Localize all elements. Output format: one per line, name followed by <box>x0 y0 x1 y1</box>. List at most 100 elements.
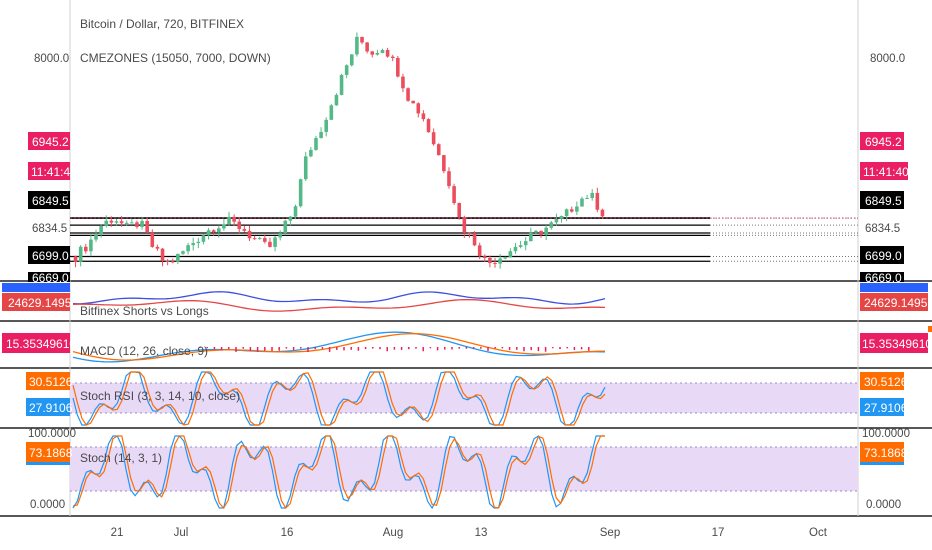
svg-text:73.1868: 73.1868 <box>29 446 73 460</box>
right-stoch-0: 0.0000 <box>866 499 901 511</box>
left-tag-6849: 6849.5 <box>28 191 70 209</box>
candle-body <box>488 257 492 264</box>
candle-body <box>534 230 538 233</box>
candle-body <box>119 221 124 224</box>
left-tag-6699: 6699.0 <box>28 246 70 264</box>
candle-body <box>334 94 339 106</box>
candle-body <box>564 209 569 217</box>
candle-body <box>426 119 431 133</box>
longs-line <box>72 291 606 305</box>
candle-body <box>181 251 185 254</box>
left-price-tag: 6945.2 <box>28 132 70 150</box>
candle-body <box>421 113 426 120</box>
time-axis: 21 Jul 16 Aug 13 Sep 17 Oct <box>111 527 828 539</box>
candle-body <box>99 225 103 235</box>
svg-text:6699.0: 6699.0 <box>865 249 902 263</box>
candle-body <box>216 228 221 233</box>
right-tag-6849: 6849.5 <box>860 191 904 209</box>
candle-body <box>89 239 93 252</box>
left-stochrsi-orange-tag: 30.5126 <box>26 372 73 390</box>
candle-body <box>585 197 589 199</box>
candlestick-series <box>73 32 605 269</box>
candle-body <box>569 209 574 212</box>
right-price-tag: 6945.2 <box>860 132 904 150</box>
candle-body <box>590 192 595 198</box>
candle-body <box>298 179 303 207</box>
left-stoch-100: 100.0000 <box>28 428 76 440</box>
candle-body <box>211 230 216 233</box>
left-tag-6834: 6834.5 <box>32 223 67 235</box>
right-stochrsi-blue-tag: 27.9106 <box>860 398 908 416</box>
candle-body <box>314 138 318 150</box>
svg-text:6849.5: 6849.5 <box>865 194 902 208</box>
stoch-rsi-d-line <box>72 371 606 426</box>
pane-label-stoch: Stoch (14, 3, 1) <box>80 451 162 465</box>
candle-body <box>150 232 155 247</box>
candle-body <box>324 119 329 132</box>
svg-text:6834.5: 6834.5 <box>865 223 900 235</box>
candle-body <box>447 171 451 187</box>
candle-body <box>165 260 170 262</box>
pane-separators <box>0 0 932 517</box>
svg-text:15.35349610: 15.35349610 <box>6 337 76 351</box>
pane-label-macd: MACD (12, 26, close, 9) <box>80 344 208 358</box>
right-stoch-100: 100.0000 <box>862 428 910 440</box>
left-stoch-0: 0.0000 <box>30 499 65 511</box>
right-level-8000: 8000.0 <box>870 53 905 65</box>
candle-body <box>436 144 441 156</box>
svg-text:11:41:40: 11:41:40 <box>863 165 909 179</box>
candle-body <box>278 233 282 238</box>
candle-body <box>227 216 231 225</box>
candle-body <box>130 222 134 224</box>
pane-label-stoch-rsi: Stoch RSI (3, 3, 14, 10, close) <box>80 389 240 403</box>
candle-body <box>518 245 523 247</box>
left-stoch-value-tag: 73.1868 <box>26 442 73 465</box>
candle-body <box>360 36 364 43</box>
svg-text:6945.2: 6945.2 <box>865 135 902 149</box>
time-tick-label: Jul <box>174 527 189 539</box>
candle-body <box>580 198 584 207</box>
candle-body <box>600 209 605 217</box>
svg-text:24629.1495: 24629.1495 <box>8 296 72 310</box>
candle-body <box>503 257 508 259</box>
stoch-band <box>70 447 858 491</box>
svg-text:6669.0: 6669.0 <box>865 271 902 285</box>
candle-body <box>344 65 349 75</box>
candle-body <box>206 230 211 236</box>
candle-body <box>457 203 462 218</box>
candle-body <box>319 131 323 139</box>
indicator-lines <box>72 291 606 510</box>
left-macd-tag: 15.35349610 <box>2 333 76 353</box>
candle-body <box>462 217 467 233</box>
right-tag-6669: 6669.0 <box>860 271 904 285</box>
svg-text:15.35349610: 15.35349610 <box>862 337 932 351</box>
candle-body <box>380 49 385 54</box>
candle-body <box>431 132 436 145</box>
candle-body <box>529 232 533 242</box>
candle-body <box>114 221 119 223</box>
candle-body <box>411 100 415 104</box>
candle-body <box>232 216 236 222</box>
candle-body <box>145 220 149 233</box>
left-stochrsi-blue-tag: 27.9106 <box>26 398 73 416</box>
candle-body <box>73 256 78 262</box>
right-macd-tag: 15.35349610 <box>860 326 932 353</box>
candle-body <box>237 221 242 229</box>
time-tick-label: Oct <box>809 527 828 539</box>
chart-title: Bitcoin / Dollar, 720, BITFINEX <box>80 17 244 31</box>
svg-text:27.9106: 27.9106 <box>29 401 73 415</box>
candle-body <box>109 220 114 223</box>
time-tick-label: Aug <box>383 527 403 539</box>
candle-body <box>135 222 139 227</box>
candle-body <box>196 241 201 244</box>
right-stoch-value-tag: 73.1868 <box>860 442 908 465</box>
candle-body <box>554 218 559 223</box>
candle-body <box>222 224 226 229</box>
candle-body <box>544 227 548 236</box>
candle-body <box>595 192 600 210</box>
candle-body <box>355 36 359 55</box>
candle-body <box>140 220 144 227</box>
svg-text:6834.5: 6834.5 <box>32 223 67 235</box>
candle-body <box>176 253 180 262</box>
candle-body <box>104 220 109 226</box>
